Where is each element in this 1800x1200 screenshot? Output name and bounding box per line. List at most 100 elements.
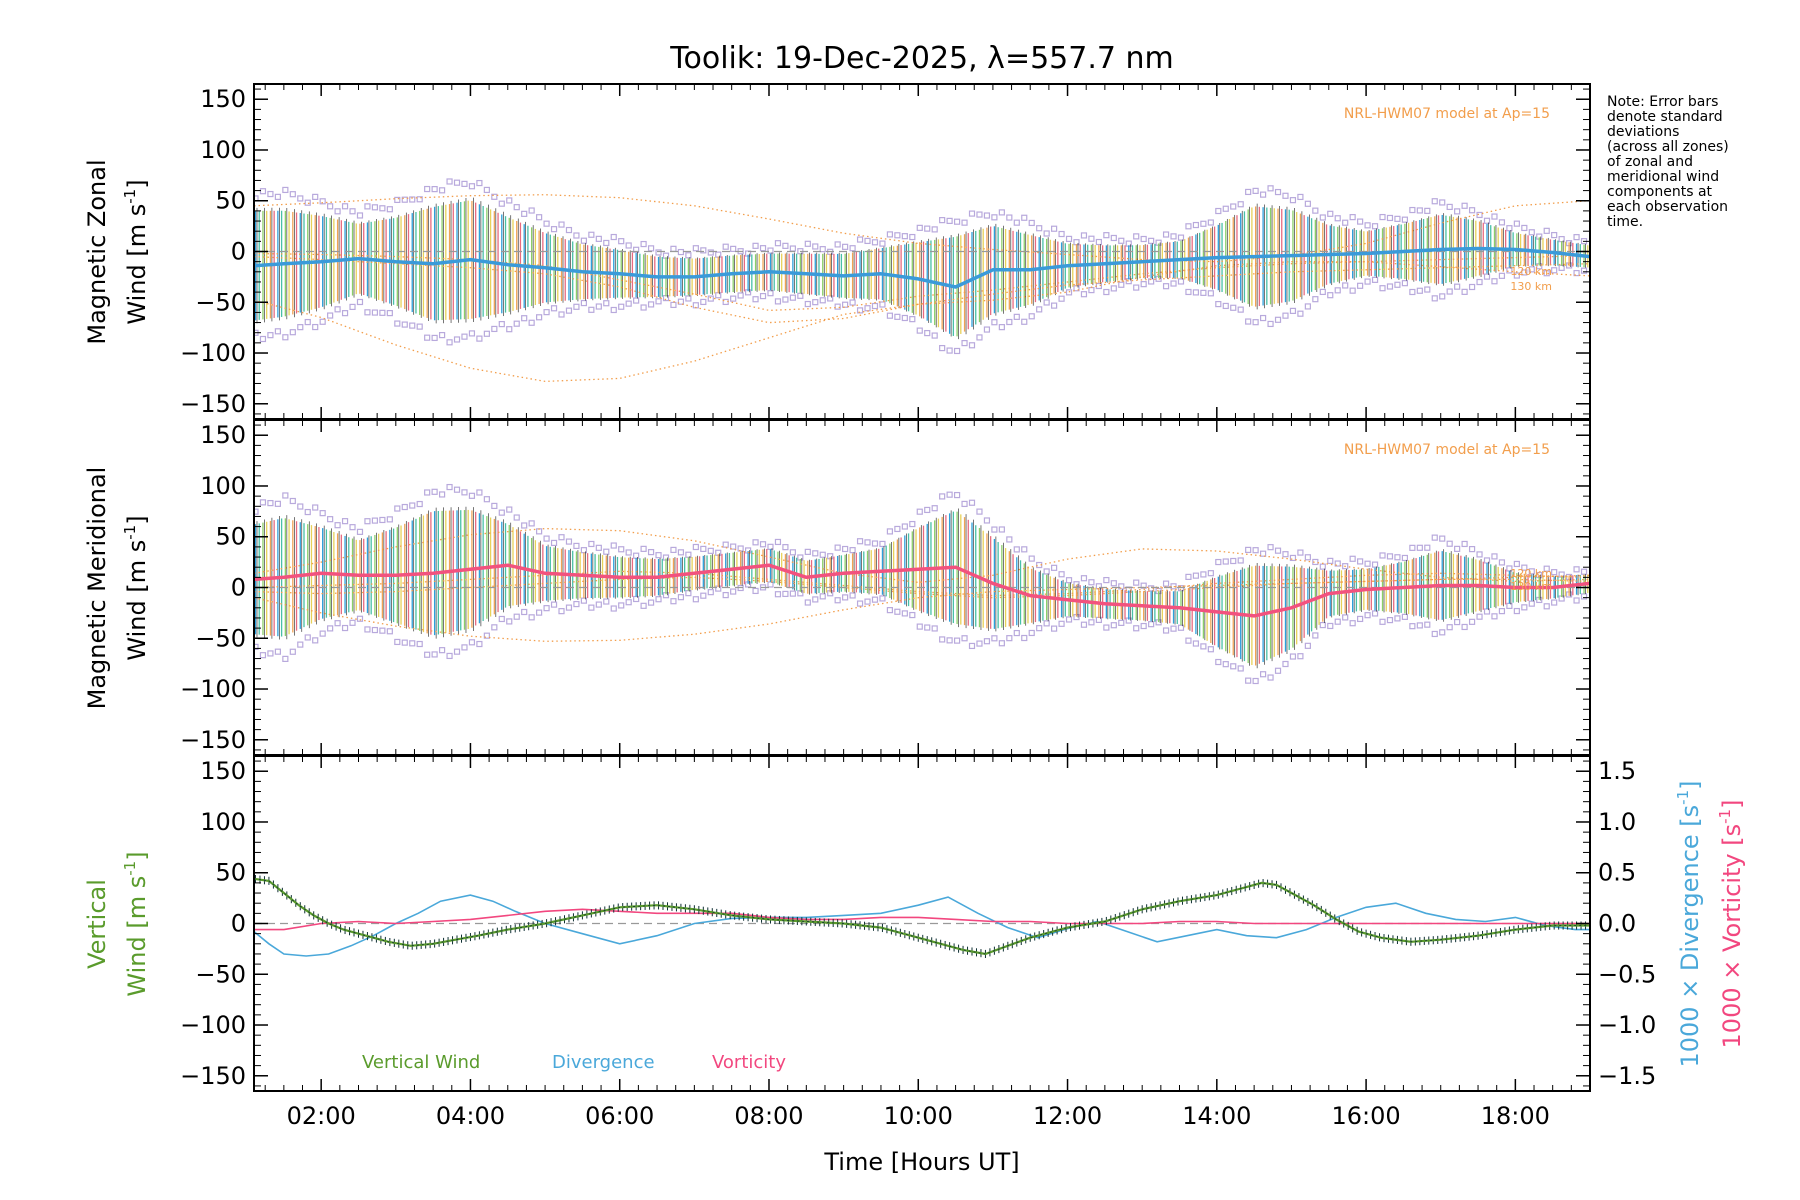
scatter-point [1133,284,1140,291]
note-line-3: deviations [1607,124,1679,140]
ylabel-vertical-unit: Wind [m s [123,876,151,997]
scatter-point [700,247,707,254]
note-line-1: Note: Error bars [1607,94,1718,110]
scatter-point [655,552,662,559]
model-label-zonal: NRL-HWM07 model at Ap=15 [1344,106,1550,122]
scatter-point [528,520,535,527]
scatter-point [1446,624,1453,631]
scatter-point [1103,624,1110,631]
model-curve-meridional-4 [254,576,1590,599]
scatter-point [349,524,356,531]
scatter-point [1192,221,1200,229]
scatter-point [1371,276,1379,283]
scatter-point [491,624,498,631]
note-line-7: components at [1607,184,1713,200]
scatter-point [1468,545,1476,553]
scatter-point [864,598,871,605]
scatter-point [647,548,655,556]
scatter-point [737,292,744,299]
scatter-point [1006,318,1013,326]
scatter-point [1140,582,1147,589]
scatter-point [1289,197,1297,204]
scatter-point [946,217,953,224]
scatter-point [521,522,528,529]
y2label-vorticity-sup: -1 [1716,809,1734,824]
note-line-2: denote standard [1607,109,1723,125]
scatter-point [558,311,565,318]
scatter-point [1483,273,1491,280]
scatter-point [438,647,446,654]
scatter-point [513,320,520,327]
scatter-point [976,508,983,515]
scatter-point [1312,207,1319,214]
scatter-point [319,318,326,325]
scatter-point [677,298,685,305]
scatter-point [1342,282,1349,289]
scatter-point [931,332,938,339]
y-tick-label: −100 [180,675,246,703]
scatter-point [1364,560,1371,567]
scatter-point [730,245,737,252]
y-tick-label: −100 [180,339,246,367]
scatter-point [655,298,662,305]
scatter-point [424,185,431,193]
note-line-5: of zonal and [1607,154,1693,170]
scatter-point [901,233,908,240]
scatter-point [453,486,461,493]
scatter-point [1483,608,1491,615]
scatter-point [356,298,364,306]
scatter-point [901,523,908,530]
scatter-point [1416,207,1423,214]
scatter-point [737,545,744,552]
scatter-point [886,528,894,535]
scatter-point [1230,304,1237,311]
scatter-point [1528,568,1535,575]
scatter-point [946,347,953,354]
scatter-point [1148,621,1155,628]
scatter-point [364,518,371,525]
scatter-point [692,245,699,252]
scatter-point [909,611,916,619]
scatter-point [1476,278,1483,286]
scatter-point [804,599,811,606]
scatter-point [834,303,841,310]
scatter-point [259,499,267,506]
scatter-point [640,304,647,311]
scatter-point [1013,546,1020,553]
scatter-point [1327,292,1334,299]
scatter-point [782,590,789,598]
scatter-point [1133,579,1140,586]
scatter-point [610,542,617,549]
scatter-point [1431,198,1438,205]
legend-vertical-wind: Vertical Wind [362,1052,480,1073]
scatter-point [409,322,416,329]
scatter-point [1237,665,1244,672]
scatter-point [259,188,267,195]
scatter-point [1245,188,1252,196]
ylabel-zonal-line2: Wind [m s-1] [121,179,151,324]
scatter-point [871,540,879,547]
y-tick-label: −50 [195,960,246,988]
note-line-9: time. [1607,214,1643,230]
scatter-point [685,295,692,302]
scatter-point [767,247,774,254]
scatter-point [1110,234,1117,242]
scatter-point [1573,597,1580,604]
y-tick-label: 100 [200,136,246,164]
scatter-point [1274,188,1282,196]
y-tick-label: 100 [200,808,246,836]
scatter-point [1386,616,1394,624]
scatter-point [438,331,446,339]
scatter-point [1021,318,1028,325]
scatter-point [1506,225,1513,232]
scatter-point [1110,580,1117,587]
scatter-point [371,309,379,316]
scatter-point [819,551,826,558]
scatter-point [1252,187,1259,194]
scatter-point [1401,613,1409,620]
scatter-point [1386,283,1394,290]
scatter-point [961,500,968,508]
scatter-point [1416,287,1423,294]
scatter-point [1476,551,1483,558]
scatter-point [782,296,789,303]
